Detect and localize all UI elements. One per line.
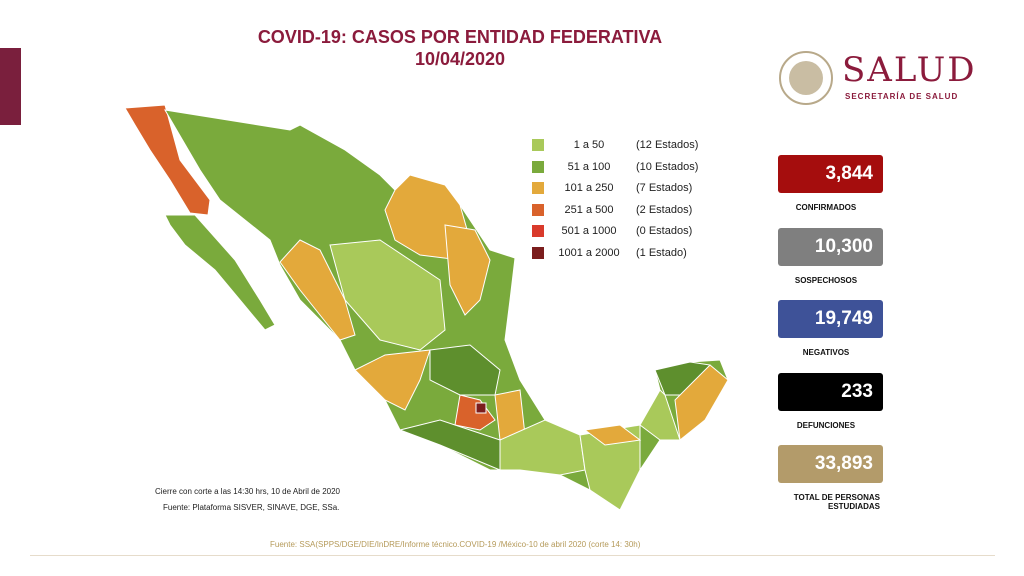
emblem xyxy=(779,51,833,105)
legend-entry: 1001 a 2000 (1 Estado) xyxy=(532,246,687,260)
state xyxy=(583,424,642,446)
date: 10/04/2020 xyxy=(414,49,506,69)
emblem-ring xyxy=(779,51,833,105)
stat-label: DEFUNCIONES xyxy=(796,420,856,430)
logo-subtitle: SECRETARÍA DE SALUD xyxy=(845,92,959,101)
stat-value: 33,893 xyxy=(778,445,883,483)
stat-label: CONFIRMADOS xyxy=(795,203,857,212)
legend-entry: 1 a 50 (12 Estados) xyxy=(532,138,698,152)
map xyxy=(124,104,729,511)
stat-value: 10,300 xyxy=(778,227,883,266)
legend-range: 501 a 1000 xyxy=(561,225,617,237)
stat-value: 233 xyxy=(778,372,883,411)
legend-range: 1 a 50 xyxy=(573,139,605,151)
legend-entry: 501 a 1000 (0 Estados) xyxy=(532,224,692,238)
side-bar xyxy=(0,48,21,125)
footer-rule xyxy=(30,555,995,556)
stat-label: TOTAL DE PERSONAS ESTUDIADAS xyxy=(793,493,880,511)
state xyxy=(639,389,681,441)
state xyxy=(354,349,431,411)
legend-entry: 51 a 100 (10 Estados) xyxy=(532,160,698,174)
state xyxy=(444,224,491,316)
logo-name: SALUD xyxy=(842,50,977,90)
legend-range: 51 a 100 xyxy=(567,160,611,173)
legend-swatch xyxy=(532,182,544,194)
legend-swatch xyxy=(532,160,544,173)
title: COVID-19: CASOS POR ENTIDAD FEDERATIVA xyxy=(257,27,663,47)
state xyxy=(499,419,586,476)
legend-swatch xyxy=(532,225,544,237)
legend-swatch xyxy=(532,246,544,259)
legend-count: (0 Estados) xyxy=(636,225,693,237)
stat-label: NEGATIVOS xyxy=(802,348,850,357)
state xyxy=(454,394,496,431)
stat-value: 19,749 xyxy=(778,300,883,338)
state xyxy=(674,364,729,441)
stat-label: SOSPECHOSOS xyxy=(794,275,858,285)
legend-entry: 251 a 500 (2 Estados) xyxy=(532,203,692,217)
legend-range: 101 a 250 xyxy=(564,182,614,194)
legend-count: (12 Estados) xyxy=(636,139,699,151)
footer: Fuente: SSA(SPPS/DGE/DIE/InDRE/Informe t… xyxy=(270,540,641,549)
legend-count: (1 Estado) xyxy=(636,246,687,259)
state xyxy=(475,402,487,414)
legend-range: 251 a 500 xyxy=(564,203,614,216)
stat-value: 3,844 xyxy=(778,155,883,193)
state xyxy=(124,104,211,216)
legend-entry: 101 a 250 (7 Estados) xyxy=(532,181,692,195)
legend-count: (10 Estados) xyxy=(636,160,699,173)
legend-range: 1001 a 2000 xyxy=(558,246,620,259)
note: Cierre con corte a las 14:30 hrs, 10 de … xyxy=(155,487,340,496)
legend-swatch xyxy=(532,203,544,216)
state xyxy=(279,239,356,341)
note: Fuente: Plataforma SISVER, SINAVE, DGE, … xyxy=(163,503,340,512)
emblem-center xyxy=(789,61,823,95)
title-block: COVID-19: CASOS POR ENTIDAD FEDERATIVA 1… xyxy=(200,26,720,70)
legend-count: (2 Estados) xyxy=(636,203,693,216)
state xyxy=(164,214,276,331)
state xyxy=(329,239,446,351)
legend-count: (7 Estados) xyxy=(636,182,693,194)
legend-swatch xyxy=(532,139,544,151)
